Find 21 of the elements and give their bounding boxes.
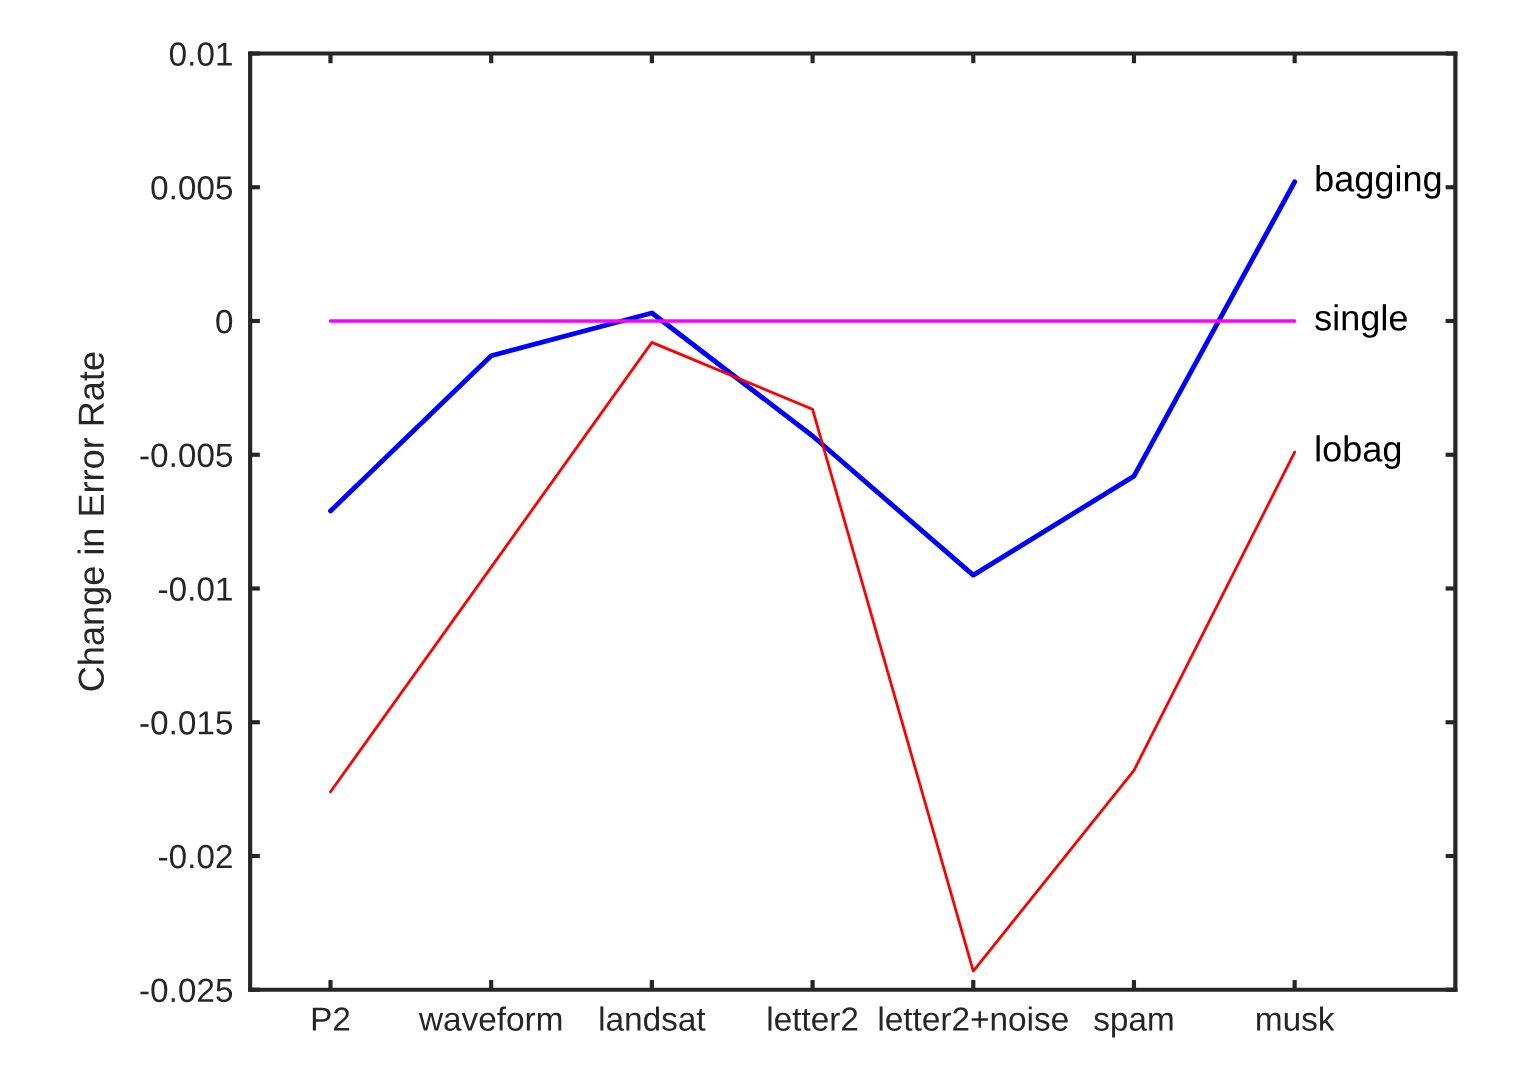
series-label: single xyxy=(1315,304,1407,338)
x-tick-label: letter2+noise xyxy=(879,1006,1068,1031)
y-tick-label: -0.01 xyxy=(158,577,232,601)
x-tick-label: waveform xyxy=(418,1006,562,1031)
line-series xyxy=(329,341,1297,973)
y-tick-label: 0.005 xyxy=(151,176,233,200)
x-tick-label: landsat xyxy=(600,1006,706,1031)
x-tick-label: P2 xyxy=(312,1007,350,1031)
y-tick-label: -0.015 xyxy=(140,711,233,735)
y-tick-label: 0 xyxy=(216,309,233,334)
series-label: bagging xyxy=(1316,165,1441,199)
y-tick-label: -0.005 xyxy=(140,443,233,468)
x-tick-label: spam xyxy=(1094,1012,1173,1038)
y-tick-label: 0.01 xyxy=(169,42,232,66)
y-tick-label: -0.02 xyxy=(158,844,232,869)
line-series xyxy=(328,179,1298,578)
x-tick-label: letter2 xyxy=(768,1006,858,1031)
y-axis-title: Change in Error Rate xyxy=(77,352,112,691)
y-tick-label: -0.025 xyxy=(140,978,233,1003)
series-label: lobag xyxy=(1316,435,1401,469)
x-tick-label: musk xyxy=(1257,1006,1335,1031)
